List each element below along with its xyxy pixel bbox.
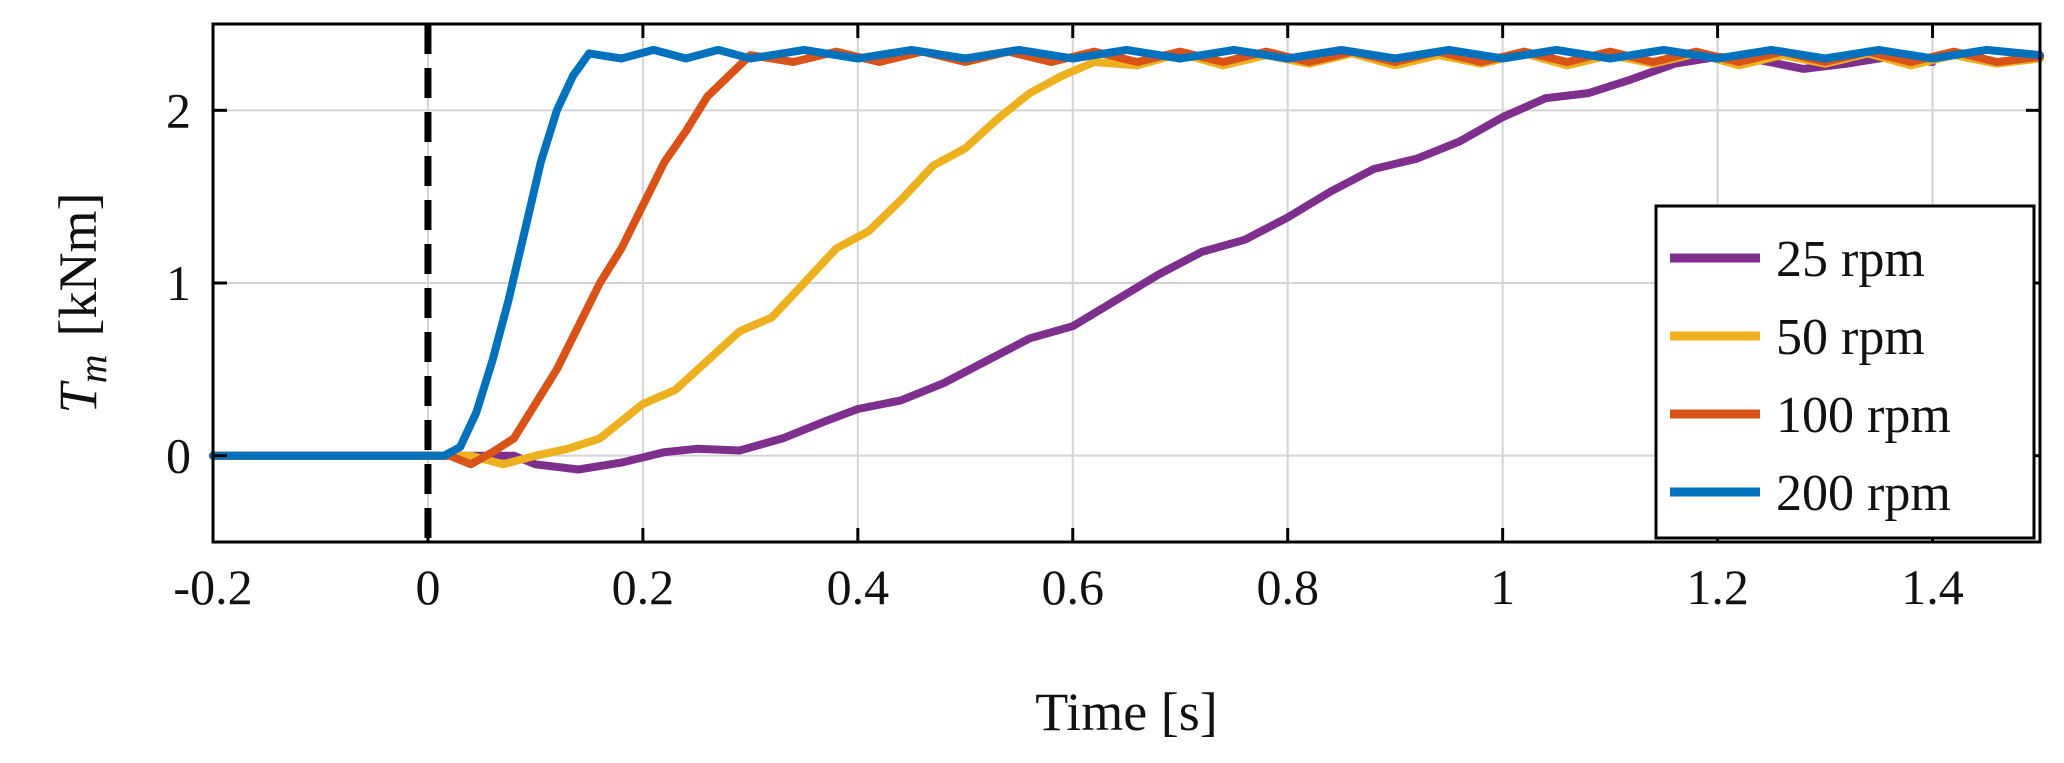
legend-label-100-rpm: 100 rpm [1776, 387, 1951, 444]
legend-label-50-rpm: 50 rpm [1776, 309, 1925, 366]
y-tick-label: 2 [166, 82, 191, 138]
x-tick-label: 0 [415, 559, 440, 615]
y-axis-symbol: T [48, 379, 108, 413]
x-tick-label: 1.2 [1686, 559, 1749, 615]
svg-text:Tm[kNm]: Tm [kNm] [48, 193, 115, 414]
y-axis-title: Tm [kNm] [48, 193, 115, 414]
series-line-25-rpm [209, 52, 1937, 474]
x-tick-label: 1 [1490, 559, 1515, 615]
x-tick-label: 0.8 [1256, 559, 1319, 615]
x-tick-label: 0.6 [1042, 559, 1105, 615]
y-tick-label: 0 [166, 428, 191, 484]
x-tick-label: 0.4 [827, 559, 890, 615]
legend-label-25-rpm: 25 rpm [1776, 231, 1925, 288]
tick-layer: -0.2 0 0.2 0.4 0.6 0.8 1 1.2 1.4 0 1 2 [166, 24, 2040, 615]
y-tick-label: 1 [166, 255, 191, 311]
series-line-200-rpm [209, 45, 2044, 460]
y-axis-subscript: m [70, 355, 115, 384]
series-layer [209, 45, 2044, 474]
x-tick-label: 0.2 [612, 559, 675, 615]
x-tick-label: 1.4 [1901, 559, 1964, 615]
legend: 25 rpm 50 rpm 100 rpm 200 rpm [1654, 204, 2036, 540]
x-tick-label: -0.2 [173, 559, 252, 615]
x-axis-title: Time [s] [1035, 682, 1218, 742]
legend-label-200-rpm: 200 rpm [1776, 465, 1951, 522]
y-axis-unit: [kNm] [48, 193, 108, 337]
